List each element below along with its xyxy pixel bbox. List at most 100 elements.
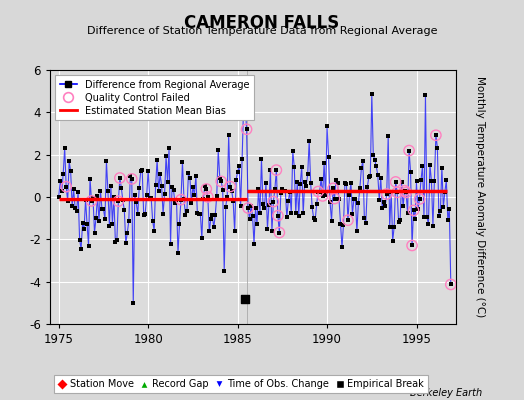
Point [254,185,263,192]
Point [265,202,273,208]
Point [210,224,218,231]
Point [134,211,142,218]
Point [101,216,109,222]
Point [231,228,239,234]
Point [75,236,84,243]
Point [245,216,254,222]
Point [438,164,446,171]
Point [358,158,367,164]
Point [381,203,389,209]
Point [190,192,199,198]
Point [153,157,161,163]
Point [96,188,105,194]
Point [217,178,225,185]
Point [370,157,379,163]
Point [137,168,145,174]
Point [189,184,197,190]
Point [113,236,121,243]
Point [213,192,221,199]
Point [219,186,227,193]
Point [80,226,88,232]
Point [168,184,176,190]
Legend: Station Move, Record Gap, Time of Obs. Change, Empirical Break: Station Move, Record Gap, Time of Obs. C… [54,375,428,393]
Point [277,190,285,196]
Point [403,210,412,216]
Point [130,191,139,198]
Point [348,210,357,217]
Point [260,205,269,212]
Point [365,174,373,180]
Point [177,196,185,203]
Point [223,194,232,200]
Point [187,200,195,206]
Point [86,176,94,182]
Point [390,224,398,230]
Point [391,179,400,185]
Point [229,198,237,204]
Point [192,173,200,180]
Point [347,180,355,186]
Point [206,216,215,222]
Text: CAMERON FALLS: CAMERON FALLS [184,14,340,32]
Point [290,164,299,170]
Point [118,197,127,204]
Point [287,210,296,216]
Point [174,250,182,256]
Point [442,177,451,184]
Point [416,196,424,202]
Point [156,171,165,178]
Point [143,192,151,198]
Point [235,163,243,169]
Point [363,184,372,190]
Point [445,206,453,212]
Point [333,180,342,186]
Point [157,182,166,189]
Point [272,167,280,173]
Point [59,171,68,177]
Point [146,195,154,201]
Point [226,183,234,190]
Point [400,188,409,194]
Point [444,217,452,224]
Point [56,178,64,184]
Point [110,193,118,200]
Point [372,163,380,170]
Point [416,196,424,202]
Point [243,126,251,132]
Point [342,181,351,187]
Point [339,222,347,228]
Point [60,145,69,151]
Point [151,182,160,188]
Point [354,200,363,206]
Point [305,138,313,144]
Point [446,281,455,288]
Point [204,194,212,200]
Point [284,198,292,204]
Point [319,193,327,199]
Point [330,195,339,202]
Point [204,194,212,200]
Point [141,211,149,217]
Point [162,153,170,159]
Point [323,123,331,130]
Point [314,188,322,195]
Point [400,188,409,194]
Point [356,185,364,191]
Point [54,194,63,200]
Point [328,218,336,224]
Point [79,220,87,226]
Point [247,203,255,209]
Point [409,207,418,214]
Point [144,168,152,174]
Y-axis label: Monthly Temperature Anomaly Difference (°C): Monthly Temperature Anomaly Difference (… [475,76,485,318]
Point [257,156,266,162]
Point [176,221,184,227]
Point [127,176,136,182]
Point [281,188,290,194]
Point [214,147,222,154]
Point [315,188,324,195]
Point [178,158,187,165]
Point [74,189,82,195]
Point [271,186,279,192]
Point [296,180,304,187]
